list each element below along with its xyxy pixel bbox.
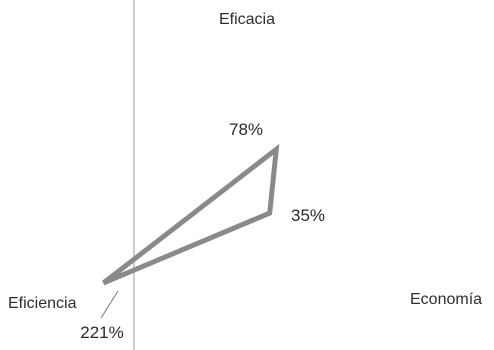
axis-label-eficiencia: Eficiencia bbox=[8, 295, 77, 312]
value-label-economia: 35% bbox=[291, 206, 325, 225]
axis-label-eficacia: Eficacia bbox=[219, 11, 275, 28]
axis-label-economia: Economía bbox=[410, 291, 482, 308]
value-label-eficacia: 78% bbox=[229, 120, 263, 139]
eficiencia-value-leader-line bbox=[100, 290, 119, 319]
value-label-eficiencia: 221% bbox=[80, 323, 123, 342]
series-polygon bbox=[101, 143, 280, 286]
